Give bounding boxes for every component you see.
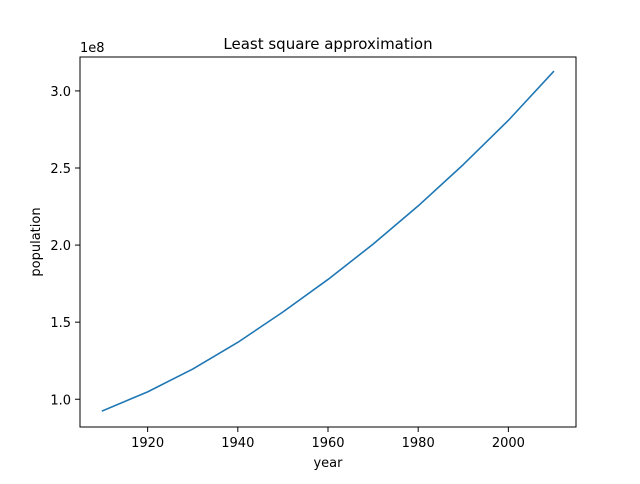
chart-title: Least square approximation (223, 35, 432, 53)
y-axis-ticks: 1.0 1.5 2.0 2.5 3.0 (50, 85, 80, 408)
y-tick-label: 2.0 (50, 239, 71, 254)
x-tick-label: 1940 (221, 436, 254, 451)
x-tick-label: 1960 (311, 436, 344, 451)
series-layer (101, 70, 555, 412)
y-axis-offset-label: 1e8 (80, 41, 105, 56)
x-axis-ticks: 1920 1940 1960 1980 2000 (131, 427, 525, 451)
y-tick-label: 1.0 (50, 393, 71, 408)
y-tick-label: 3.0 (50, 85, 71, 100)
x-tick-label: 2000 (492, 436, 525, 451)
x-tick-label: 1980 (402, 436, 435, 451)
y-axis-label: population (29, 207, 44, 276)
x-tick-label: 1920 (131, 436, 164, 451)
x-axis-label: year (313, 456, 343, 471)
y-tick-label: 2.5 (50, 162, 71, 177)
series-line (101, 70, 555, 412)
y-tick-label: 1.5 (50, 316, 71, 331)
